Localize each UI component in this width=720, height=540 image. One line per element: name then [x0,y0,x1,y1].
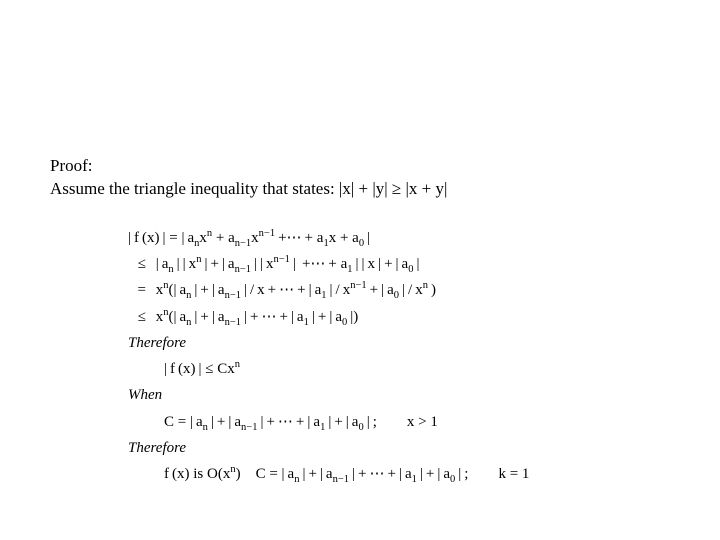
therefore-2: Therefore [128,435,670,461]
eq-line-10: f (x) is O(xn) C = | an | + | an−1 | + ⋯… [164,461,670,487]
assumption-line: Assume the triangle inequality that stat… [50,178,670,201]
eq-line-6: | f (x) | ≤ Cxn [164,356,670,382]
proof-label: Proof: [50,155,670,178]
proof-header: Proof: Assume the triangle inequality th… [50,155,670,201]
eq-line-1: | f (x) | = | anxn + an−1xn−1 +⋯ + a1x +… [128,225,670,251]
proof-page: Proof: Assume the triangle inequality th… [0,0,720,487]
when-label: When [128,382,670,408]
proof-body: | f (x) | = | anxn + an−1xn−1 +⋯ + a1x +… [128,225,670,488]
eq-line-3: = xn(| an | + | an−1 | / x + ⋯ + | a1 | … [128,277,670,303]
eq-line-2: ≤ | an | | xn | + | an−1 | | xn−1 | +⋯ +… [128,251,670,277]
eq-line-8: C = | an | + | an−1 | + ⋯ + | a1 | + | a… [164,409,670,435]
therefore-1: Therefore [128,330,670,356]
eq-line-4: ≤ xn(| an | + | an−1 | + ⋯ + | a1 | + | … [128,304,670,330]
